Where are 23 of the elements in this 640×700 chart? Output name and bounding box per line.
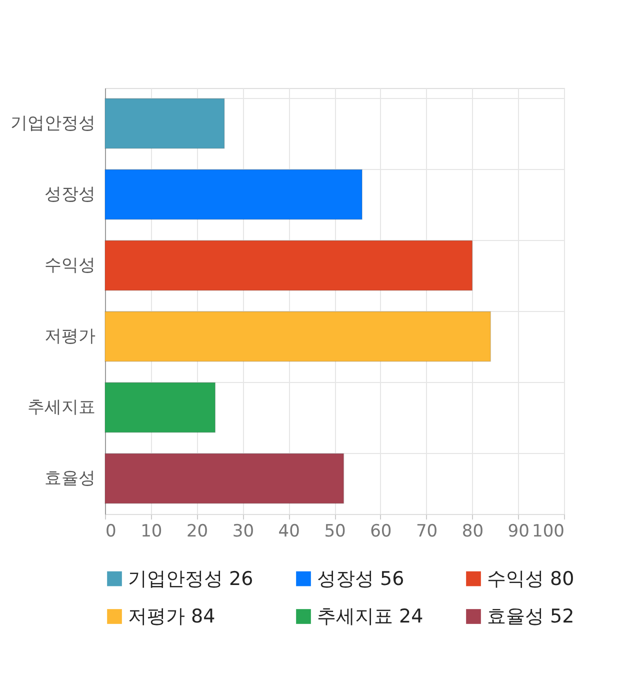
legend-label: 기업안정성 26 xyxy=(128,568,254,590)
x-tick-label: 30 xyxy=(232,522,254,542)
x-tick-label: 50 xyxy=(324,522,346,542)
y-tick-label: 수익성 xyxy=(44,256,96,276)
y-tick-label: 추세지표 xyxy=(28,398,96,418)
x-tick-label: 10 xyxy=(140,522,162,542)
legend-label: 수익성 80 xyxy=(487,568,574,590)
x-tick-label: 100 xyxy=(532,522,564,542)
x-tick-label: 0 xyxy=(106,522,116,542)
x-tick-label: 80 xyxy=(462,522,484,542)
x-tick-label: 90 xyxy=(508,522,530,542)
legend-label: 저평가 84 xyxy=(128,606,216,628)
legend-label: 성장성 56 xyxy=(317,568,404,590)
x-tick-label: 60 xyxy=(370,522,392,542)
y-tick-label: 효율성 xyxy=(44,468,96,488)
legend-label: 추세지표 24 xyxy=(317,606,424,628)
x-tick-label: 40 xyxy=(278,522,300,542)
y-tick-label: 기업안정성 xyxy=(10,114,96,134)
x-tick-label: 20 xyxy=(186,522,208,542)
y-tick-label: 저평가 xyxy=(44,326,96,346)
x-tick-label: 70 xyxy=(416,522,438,542)
y-tick-label: 성장성 xyxy=(44,184,96,204)
legend-label: 효율성 52 xyxy=(487,606,574,628)
